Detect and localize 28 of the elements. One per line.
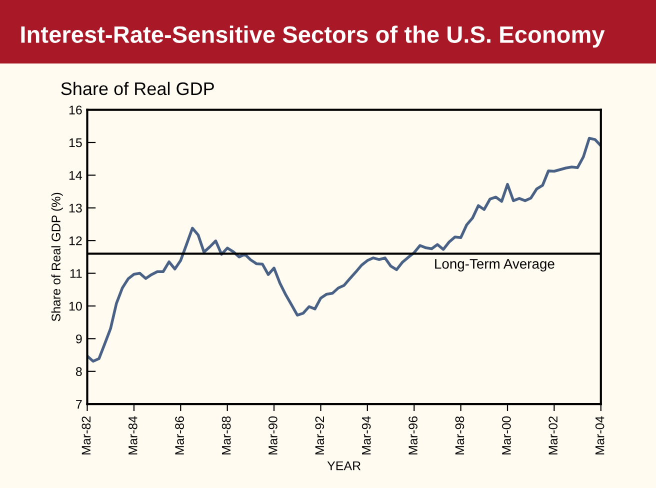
y-tick-label: 13: [69, 204, 82, 213]
x-tick-label: Mar-94: [362, 416, 371, 454]
x-tick-label: Mar-02: [548, 416, 558, 454]
y-axis-title: Share of Real GDP (%): [51, 192, 63, 322]
x-tick-label: Mar-98: [455, 416, 464, 454]
x-tick-label: Mar-90: [268, 416, 278, 454]
y-tick-label: 8: [76, 367, 82, 376]
ref-line-label: Long-Term Average: [435, 259, 554, 272]
x-axis-title: YEAR: [327, 461, 361, 470]
x-tick-label: Mar-92: [315, 416, 324, 454]
x-tick-label: Mar-88: [222, 416, 231, 454]
y-tick-label: 7: [76, 400, 82, 409]
chart-title: Interest-Rate-Sensitive Sectors of the U.S. Economy: [21, 26, 605, 48]
x-tick-label: Mar-96: [408, 416, 418, 454]
x-tick-label: Mar-00: [502, 416, 511, 454]
y-tick-label: 15: [69, 138, 82, 148]
y-tick-label: 9: [76, 334, 82, 344]
y-tick-label: 10: [69, 302, 82, 311]
x-tick-label: Mar-84: [128, 416, 138, 454]
x-tick-label: Mar-82: [82, 416, 91, 454]
x-tick-label: Mar-04: [595, 416, 604, 454]
line-series: [87, 136, 601, 363]
y-tick-label: 12: [69, 236, 82, 246]
y-tick-label: 14: [69, 171, 82, 180]
y-tick-label: 11: [70, 269, 82, 278]
chart-subtitle: Share of Real GDP: [61, 82, 214, 96]
x-tick-label: Mar-86: [175, 416, 184, 454]
y-tick-label: 16: [69, 106, 82, 114]
